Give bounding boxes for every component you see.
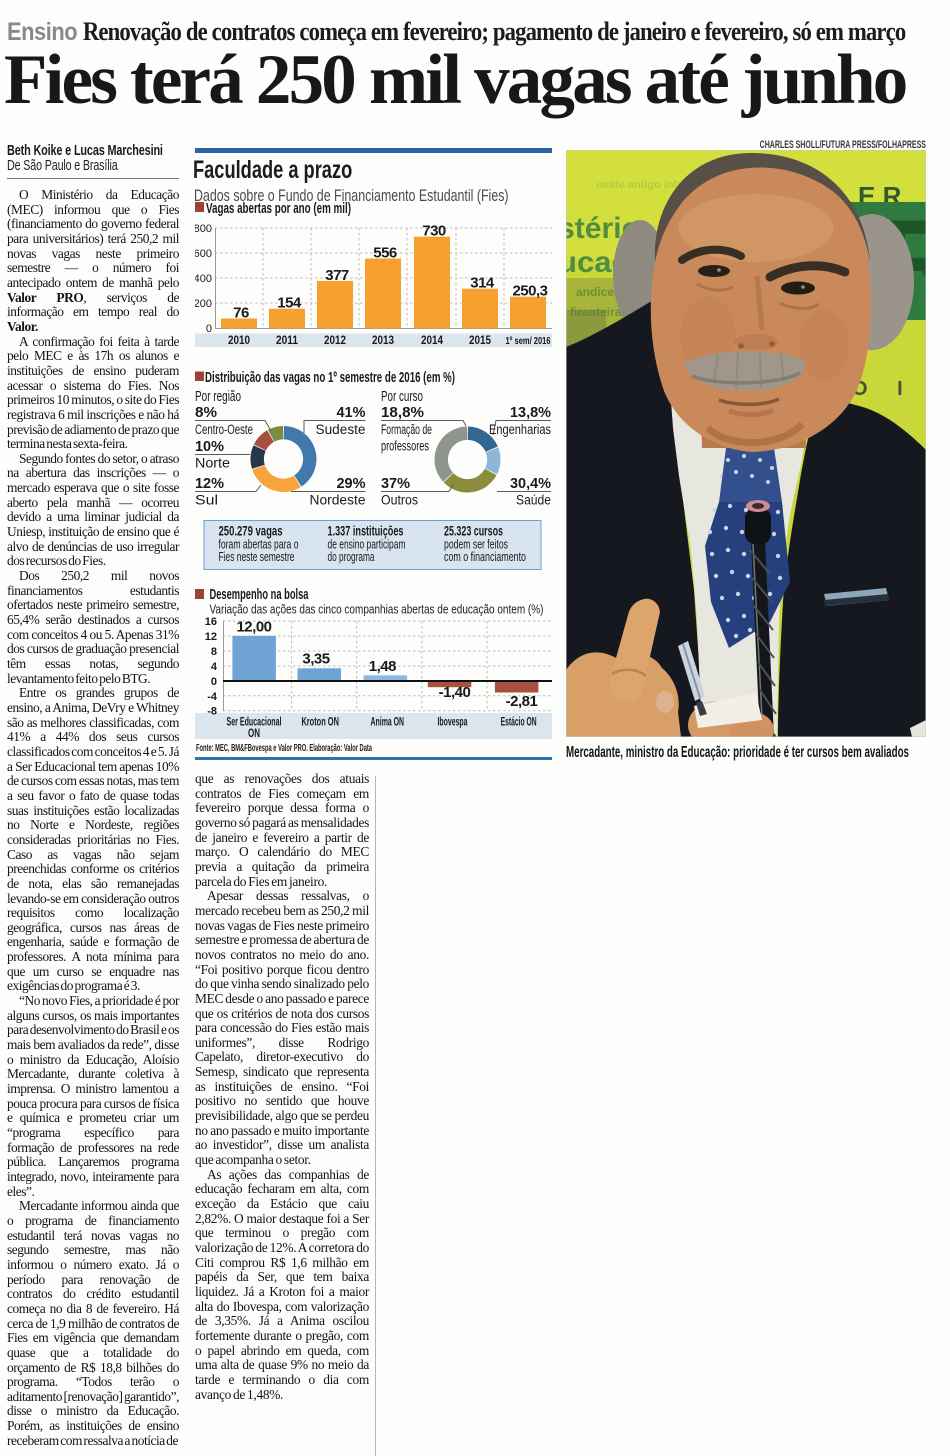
svg-text:556: 556	[373, 245, 397, 262]
svg-text:314: 314	[470, 275, 495, 292]
svg-text:730: 730	[422, 223, 446, 240]
svg-text:Centro-Oeste: Centro-Oeste	[195, 422, 253, 437]
svg-text:2011: 2011	[276, 335, 299, 347]
svg-text:Anima ON: Anima ON	[371, 717, 405, 729]
svg-text:2015: 2015	[469, 335, 492, 347]
svg-text:0: 0	[211, 676, 217, 688]
svg-text:30,4%: 30,4%	[510, 476, 551, 492]
svg-text:12%: 12%	[195, 476, 224, 492]
svg-text:37%: 37%	[381, 476, 410, 492]
svg-text:-2,81: -2,81	[506, 693, 538, 710]
svg-text:12: 12	[205, 631, 217, 643]
svg-text:29%: 29%	[337, 476, 366, 492]
svg-text:2012: 2012	[324, 335, 346, 347]
svg-text:8%: 8%	[195, 405, 217, 421]
svg-text:Fies neste semestre: Fies neste semestre	[219, 549, 295, 564]
svg-text:377: 377	[325, 267, 349, 284]
svg-text:Por curso: Por curso	[381, 389, 423, 405]
svg-text:76: 76	[233, 305, 249, 322]
svg-text:200: 200	[195, 298, 212, 310]
svg-text:Engenharias: Engenharias	[489, 422, 551, 437]
svg-text:Ser Educacional: Ser Educacional	[227, 717, 282, 729]
svg-text:O I A: O I A	[852, 378, 926, 400]
svg-text:com o financiamento: com o financiamento	[444, 549, 526, 564]
svg-text:-1,40: -1,40	[439, 684, 471, 701]
svg-text:Sudeste: Sudeste	[316, 422, 366, 437]
svg-text:18,8%: 18,8%	[381, 405, 424, 421]
svg-text:3,35: 3,35	[302, 651, 329, 668]
svg-text:Kroton ON: Kroton ON	[301, 717, 339, 729]
svg-text:Desempenho na bolsa: Desempenho na bolsa	[210, 586, 309, 603]
svg-text:1º sem/ 2016: 1º sem/ 2016	[506, 335, 551, 347]
svg-text:41%: 41%	[337, 405, 366, 421]
svg-text:600: 600	[195, 248, 212, 260]
svg-text:2014: 2014	[421, 335, 444, 347]
svg-text:podem ser feitos: podem ser feitos	[444, 537, 508, 552]
svg-text:2013: 2013	[372, 335, 394, 347]
svg-text:1.337 instituições: 1.337 instituições	[328, 524, 404, 539]
svg-text:250.279 vagas: 250.279 vagas	[219, 524, 283, 539]
svg-text:400: 400	[195, 273, 212, 285]
svg-text:2010: 2010	[228, 335, 250, 347]
svg-text:12,00: 12,00	[236, 618, 271, 635]
svg-text:Ibovespa: Ibovespa	[438, 717, 468, 729]
svg-text:Formação de: Formação de	[381, 422, 432, 437]
svg-text:250,3: 250,3	[512, 283, 547, 300]
svg-text:-4: -4	[207, 691, 218, 703]
svg-text:de ensino participam: de ensino participam	[328, 537, 406, 552]
svg-text:10%: 10%	[195, 439, 224, 455]
svg-text:do programa: do programa	[328, 549, 375, 564]
svg-text:Por região: Por região	[195, 389, 241, 405]
svg-text:800: 800	[195, 223, 212, 235]
svg-text:Saúde: Saúde	[516, 493, 551, 508]
svg-text:Estácio ON: Estácio ON	[501, 717, 537, 729]
svg-text:Nordeste: Nordeste	[310, 493, 366, 508]
svg-text:Norte: Norte	[195, 456, 230, 471]
svg-text:foram abertas para o: foram abertas para o	[219, 537, 299, 552]
svg-text:4: 4	[211, 661, 218, 673]
svg-text:1,48: 1,48	[369, 658, 396, 675]
svg-text:13,8%: 13,8%	[510, 405, 551, 421]
svg-text:Vagas abertas por ano (em mil): Vagas abertas por ano (em mil)	[206, 200, 351, 217]
svg-text:Variação das ações das cinco c: Variação das ações das cinco companhias …	[210, 602, 544, 617]
svg-text:0: 0	[206, 323, 212, 335]
svg-text:Sul: Sul	[195, 493, 218, 508]
svg-text:-8: -8	[207, 706, 217, 718]
svg-text:Distribuição das vagas no 1º s: Distribuição das vagas no 1º semestre de…	[205, 369, 455, 386]
svg-text:25.323 cursos: 25.323 cursos	[444, 524, 503, 539]
svg-text:ON: ON	[248, 728, 260, 740]
svg-text:professores: professores	[381, 439, 429, 454]
svg-text:16: 16	[205, 616, 217, 628]
svg-text:Fonte: MEC, BM&FBovespa e Valo: Fonte: MEC, BM&FBovespa e Valor PRO. Ela…	[196, 743, 372, 754]
svg-text:8: 8	[211, 646, 217, 658]
svg-text:154: 154	[277, 295, 302, 312]
svg-text:ueste antigo interior: ueste antigo interior	[596, 179, 702, 191]
svg-text:Outros: Outros	[381, 493, 418, 508]
